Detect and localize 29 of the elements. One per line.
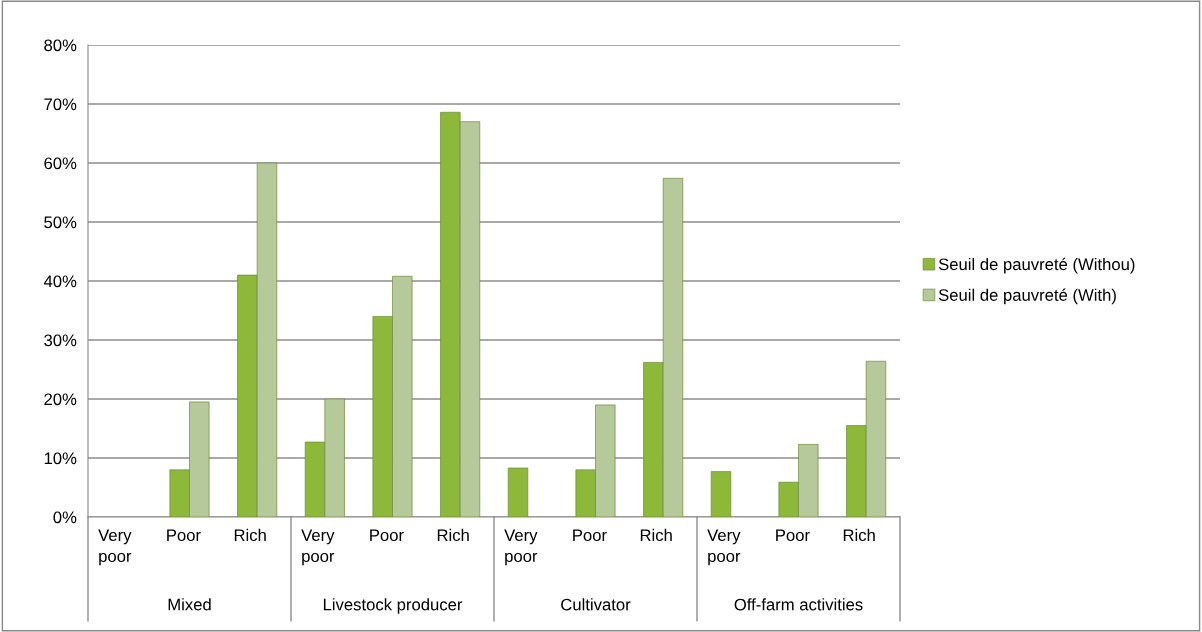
x-tick-label: Very poor [707,529,741,566]
x-tick-label: Very poor [301,529,335,566]
y-tick-label: 20% [44,393,77,406]
x-tick-label: Very poor [504,529,538,566]
x-tick-label: Poor [776,529,810,542]
x-tick-label: Poor [167,529,201,542]
x-tick-label: Rich [640,528,672,542]
y-tick-label: 70% [44,98,77,111]
legend-label: Seuil de pauvreté (With) [938,288,1116,305]
bar [507,467,529,517]
x-tick-label: Poor [370,529,404,542]
x-tick-label: Rich [234,528,266,542]
text: Mixed [168,598,211,611]
x-tick-label: Very poor [98,529,132,566]
y-tick-label: 80% [44,39,77,52]
text: Livestock producer [323,598,463,614]
x-tick-label: Rich [843,528,875,542]
x-tick-label: Rich [437,528,469,542]
y-tick-label: 40% [43,275,77,288]
legend-label: Seuil de pauvreté (Withou) [938,257,1135,274]
y-tick-label: 0% [53,511,77,524]
x-tick-label: Poor [573,529,607,542]
bar [710,471,732,517]
y-tick-label: 30% [44,334,77,347]
y-tick-label: 50% [44,216,77,229]
text: Cultivator [561,598,631,611]
text: Off-farm activities [734,598,863,611]
y-tick-label: 10% [44,452,77,465]
y-tick-label: 60% [44,157,77,170]
